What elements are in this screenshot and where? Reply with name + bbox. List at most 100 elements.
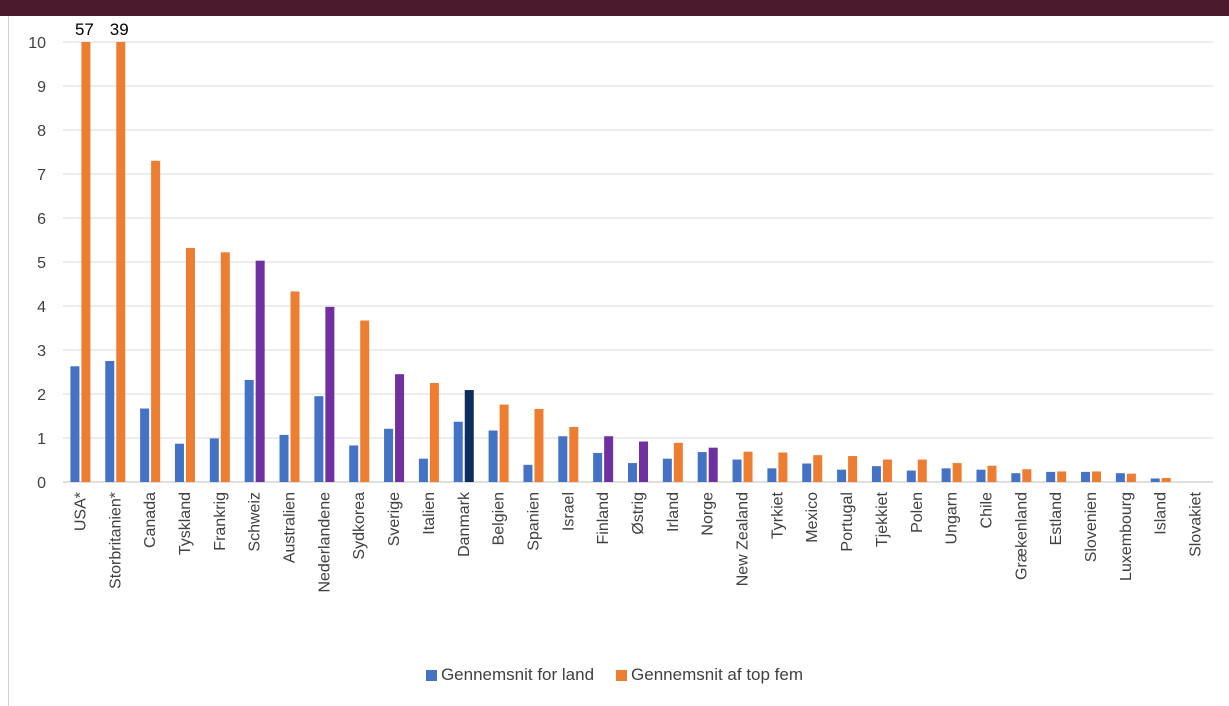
x-tick-label: Tjekkiet <box>874 491 891 547</box>
bar-top-five-avg <box>395 374 405 482</box>
bar-country-avg <box>140 408 150 482</box>
x-tick-label: Italien <box>421 492 438 535</box>
legend: Gennemsnit for land Gennemsnit af top fe… <box>0 665 1229 685</box>
x-tick-label: Østrig <box>630 492 647 535</box>
bar-country-avg <box>558 436 568 482</box>
legend-label: Gennemsnit af top fem <box>631 665 804 684</box>
bar-country-avg <box>314 396 324 482</box>
bar-country-avg <box>802 463 812 482</box>
bar-top-five-avg <box>534 408 544 482</box>
x-tick-label: Spanien <box>525 492 542 551</box>
bar-country-avg <box>1115 473 1125 482</box>
y-tick-label: 7 <box>37 167 46 184</box>
x-tick-label: Chile <box>978 492 995 529</box>
bar-top-five-avg <box>639 441 648 482</box>
bar-country-avg <box>871 466 881 482</box>
bar-top-five-avg <box>290 291 300 482</box>
bar-top-five-avg <box>499 404 509 482</box>
bar-country-avg <box>453 421 463 482</box>
y-tick-label: 10 <box>28 35 46 52</box>
bar-country-avg <box>593 452 603 482</box>
x-tick-label: USA* <box>72 492 89 531</box>
bar-top-five-avg <box>360 320 370 482</box>
x-tick-label: Mexico <box>804 492 821 543</box>
bar-top-five-avg <box>1126 473 1136 482</box>
bar-country-avg <box>1150 478 1160 482</box>
bar-top-five-avg <box>1092 471 1102 482</box>
bar-top-five-avg <box>1022 469 1032 482</box>
bar-country-avg <box>244 379 254 482</box>
y-tick-label: 8 <box>37 123 46 140</box>
x-tick-label: Sverige <box>386 492 403 546</box>
legend-label: Gennemsnit for land <box>440 665 595 684</box>
bar-country-avg <box>976 469 986 482</box>
data-label: 57 <box>75 20 94 39</box>
bar-country-avg <box>384 428 394 482</box>
legend-item-country-avg: Gennemsnit for land <box>425 665 595 685</box>
bar-country-avg <box>70 366 80 482</box>
bar-country-avg <box>697 452 707 482</box>
x-tick-label: Island <box>1153 492 1170 535</box>
y-tick-label: 9 <box>37 79 46 96</box>
bar-chart: 0 1 2 3 4 5 6 7 8 9 10 USA* Storbritanien* Canada Tysk… <box>28 20 1213 593</box>
x-tick-label: Slovakiet <box>1188 491 1205 556</box>
x-tick-label: Polen <box>909 492 926 533</box>
bar-top-five-avg <box>325 306 335 482</box>
x-tick-label: Frankrig <box>212 492 229 551</box>
bar-country-avg <box>1081 471 1091 482</box>
bar-country-avg <box>906 470 916 482</box>
bar-country-avg <box>209 438 219 482</box>
x-tick-label: Finland <box>595 492 612 544</box>
x-tick-label: Belgien <box>491 492 508 545</box>
x-tick-label: Grækenland <box>1013 492 1030 580</box>
bar-top-five-avg <box>81 42 91 482</box>
bar-country-avg <box>1046 471 1056 482</box>
bar-top-five-avg <box>778 452 788 482</box>
y-tick-label: 3 <box>37 343 46 360</box>
x-tick-label: New Zealand <box>735 492 752 586</box>
y-tick-label: 1 <box>37 431 46 448</box>
bar-top-five-avg <box>604 436 614 482</box>
x-tick-label: Storbritanien* <box>107 492 124 589</box>
x-tick-label: Irland <box>665 492 682 532</box>
bar-top-five-avg <box>813 455 823 482</box>
x-tick-label: Canada <box>142 492 159 548</box>
left-border <box>8 16 9 706</box>
bar-top-five-avg <box>151 160 161 483</box>
bar-country-avg <box>1011 473 1021 482</box>
x-tick-label: Norge <box>700 492 717 536</box>
x-tick-label: Danmark <box>456 491 473 557</box>
x-tick-label: Slovenien <box>1083 492 1100 562</box>
x-tick-label: Estland <box>1048 492 1065 545</box>
bar-top-five-avg <box>255 260 265 482</box>
bar-top-five-avg <box>882 459 892 482</box>
bar-top-five-avg <box>185 247 195 482</box>
bar-top-five-avg <box>569 427 579 482</box>
bar-top-five-avg <box>708 447 718 482</box>
header-bar <box>0 0 1229 16</box>
bar-country-avg <box>662 458 672 482</box>
bar-country-avg <box>837 469 847 482</box>
x-tick-label: Australien <box>282 492 299 563</box>
bar-top-five-avg <box>464 390 474 482</box>
legend-swatch-blue <box>425 669 437 681</box>
bar-top-five-avg <box>952 463 962 482</box>
x-tick-label: Tyrkiet <box>769 491 786 539</box>
bar-country-avg <box>418 458 428 482</box>
x-tick-label: Ungarn <box>944 492 961 544</box>
bar-top-five-avg <box>116 42 126 482</box>
bar-country-avg <box>488 430 498 482</box>
bar-country-avg <box>732 459 742 482</box>
bar-top-five-avg <box>848 456 858 482</box>
x-tick-label: Tyskland <box>177 492 194 555</box>
bar-top-five-avg <box>1057 471 1067 482</box>
bar-country-avg <box>349 445 359 482</box>
y-tick-label: 4 <box>37 299 46 316</box>
bar-country-avg <box>523 464 533 482</box>
legend-item-top-five-avg: Gennemsnit af top fem <box>616 665 803 685</box>
bar-top-five-avg <box>743 451 753 482</box>
y-tick-label: 0 <box>37 475 46 492</box>
bar-country-avg <box>174 443 184 482</box>
x-tick-label: Schweiz <box>247 492 264 552</box>
x-tick-label: Luxembourg <box>1118 492 1135 581</box>
